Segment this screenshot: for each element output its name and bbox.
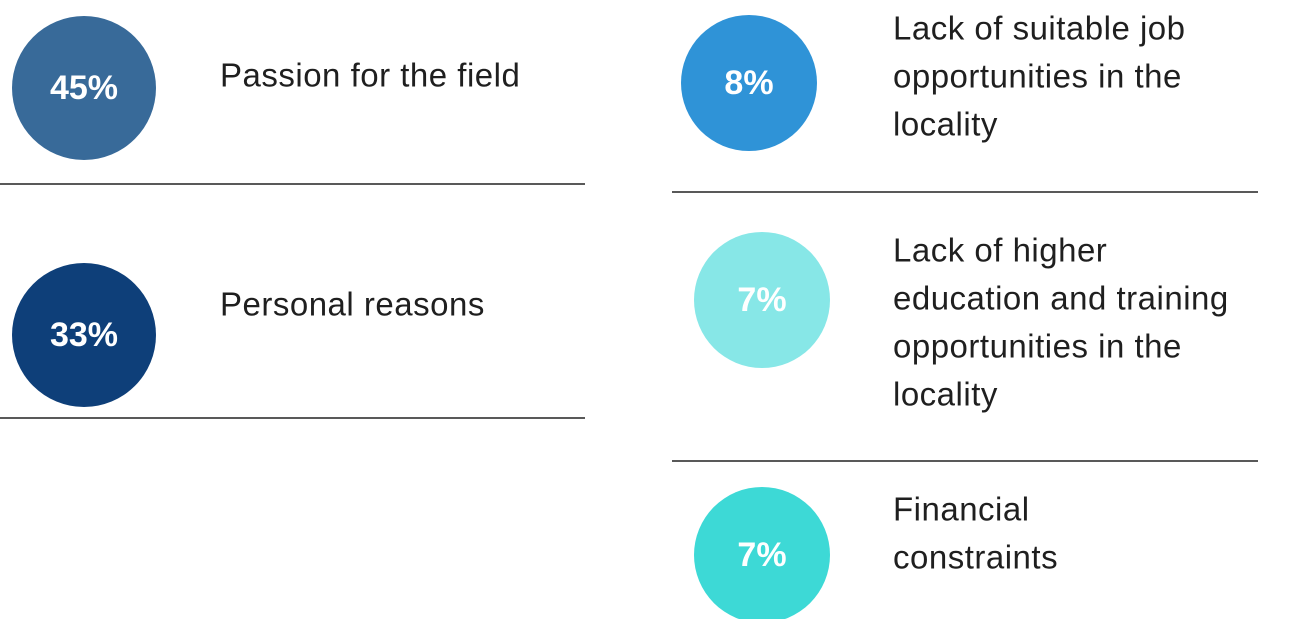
badge [694,232,830,368]
badge [12,263,156,407]
item: 33% Personal reasons [12,263,485,407]
item: 7% Financial constraints [694,487,1058,619]
label-line: education and training [893,280,1229,317]
label-line: Personal reasons [220,286,485,323]
badge [681,15,817,151]
label-line: Financial [893,491,1030,528]
percent: 8% [724,64,773,102]
badge [12,16,156,160]
badge [694,487,830,619]
label-line: opportunities in the [893,58,1182,95]
percent: 33% [50,316,118,354]
items: 45% Passion for the field 33% Personal reas… [12,10,1229,619]
item: 8% Lack of suitable job opportunities in t… [681,10,1186,151]
label-line: opportunities in the [893,328,1182,365]
label-line: Lack of higher [893,232,1107,269]
percent: 7% [737,536,786,574]
label-line: constraints [893,539,1058,576]
label-line: locality [893,376,998,413]
label-line: Lack of suitable job [893,10,1186,47]
label-line: Passion for the field [220,57,520,94]
item: 7% Lack of higher education and training op… [694,232,1229,413]
percent: 7% [737,281,786,319]
label-line: locality [893,106,998,143]
percent: 45% [50,69,118,107]
item: 45% Passion for the field [12,16,520,160]
